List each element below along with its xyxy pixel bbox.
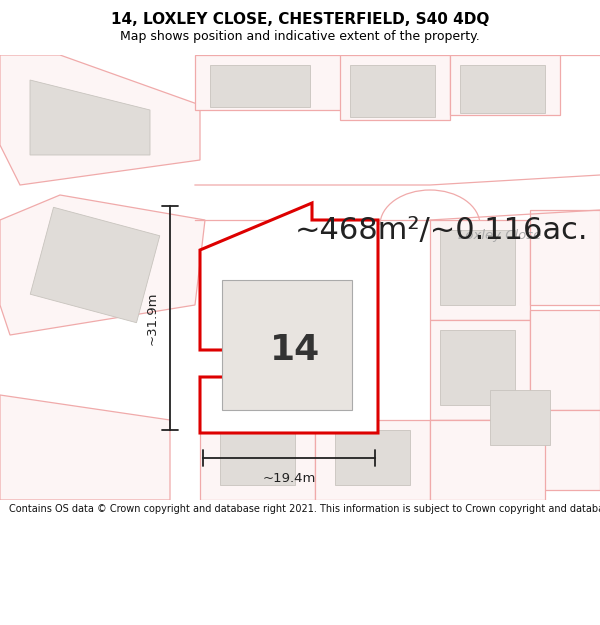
Bar	[335, 430, 410, 485]
Bar	[222, 280, 352, 410]
Bar	[430, 420, 545, 500]
Polygon shape	[30, 208, 160, 322]
Bar	[560, 0, 600, 55]
Bar	[200, 420, 315, 500]
Bar	[530, 410, 600, 490]
Bar	[430, 320, 530, 420]
Bar	[440, 330, 515, 405]
Bar	[490, 390, 550, 445]
Text: ~468m²/~0.116ac.: ~468m²/~0.116ac.	[295, 216, 589, 244]
Bar	[530, 210, 600, 305]
Bar	[210, 65, 310, 107]
Bar	[460, 65, 545, 113]
Polygon shape	[340, 55, 450, 120]
Polygon shape	[0, 395, 170, 500]
Bar	[315, 420, 430, 500]
Polygon shape	[195, 55, 430, 110]
Text: 14, LOXLEY CLOSE, CHESTERFIELD, S40 4DQ: 14, LOXLEY CLOSE, CHESTERFIELD, S40 4DQ	[111, 12, 489, 27]
Bar	[440, 230, 515, 305]
Text: Loxley Close: Loxley Close	[458, 229, 542, 241]
Text: 14: 14	[270, 333, 320, 367]
Polygon shape	[30, 80, 150, 155]
Polygon shape	[0, 195, 205, 335]
Bar	[530, 310, 600, 410]
Polygon shape	[200, 203, 378, 433]
Bar	[350, 65, 435, 117]
Text: Map shows position and indicative extent of the property.: Map shows position and indicative extent…	[120, 30, 480, 43]
Text: ~31.9m: ~31.9m	[146, 291, 158, 345]
Text: Contains OS data © Crown copyright and database right 2021. This information is : Contains OS data © Crown copyright and d…	[9, 504, 600, 514]
Polygon shape	[0, 55, 200, 185]
Bar	[220, 430, 295, 485]
Text: ~19.4m: ~19.4m	[262, 471, 316, 484]
Bar	[430, 420, 530, 500]
Bar	[430, 220, 530, 320]
Polygon shape	[450, 55, 560, 115]
